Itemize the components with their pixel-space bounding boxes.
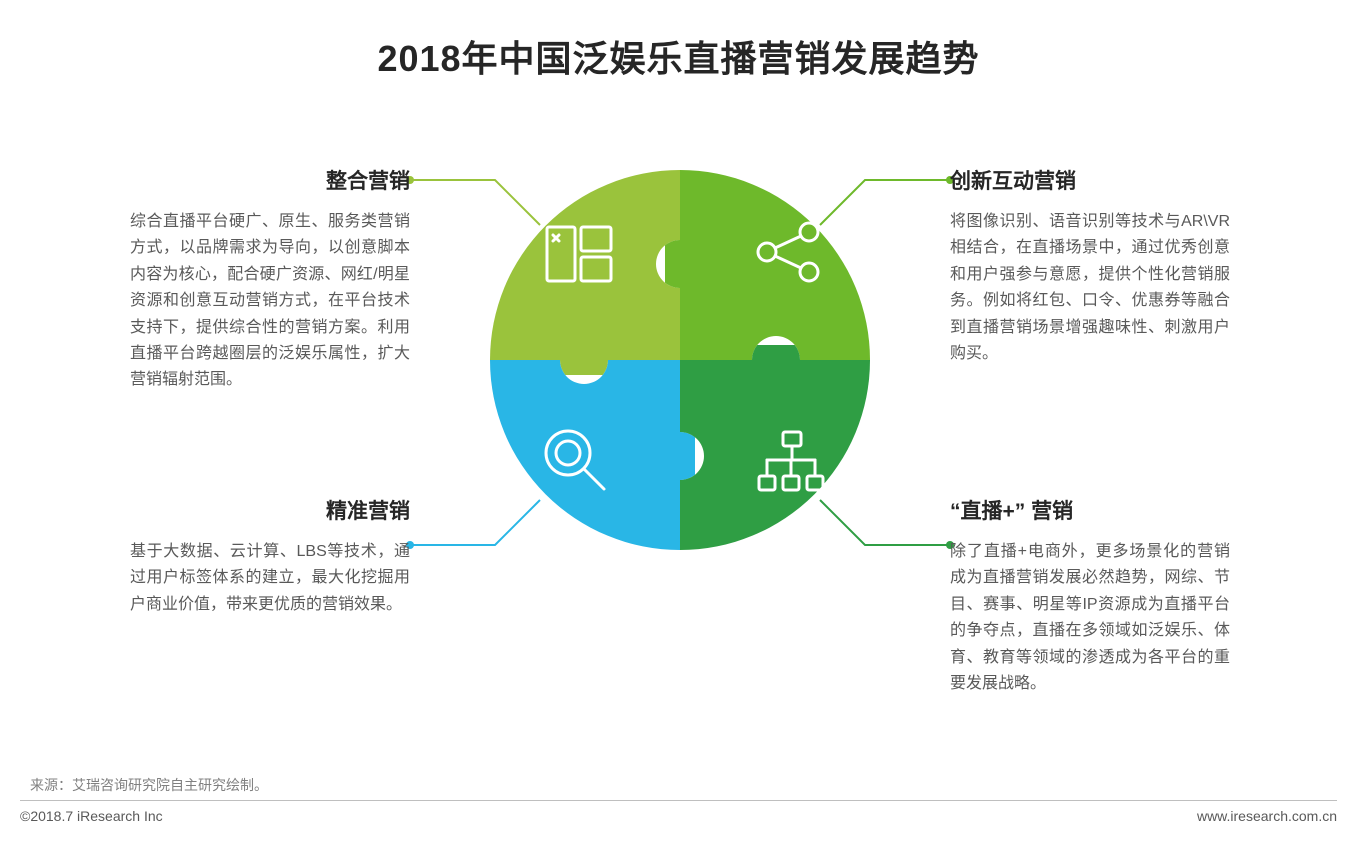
connector-bl: [405, 490, 545, 550]
sitemap-icon: [755, 430, 827, 494]
dashboard-icon: [545, 225, 613, 283]
connector-tl: [405, 175, 545, 235]
footer-divider: [20, 800, 1337, 801]
block-top-left: 整合营销 综合直播平台硬广、原生、服务类营销方式，以品牌需求为导向，以创意脚本内…: [130, 165, 410, 394]
block-br-body: 除了直播+电商外，更多场景化的营销成为直播营销发展必然趋势，网综、节目、赛事、明…: [950, 539, 1230, 697]
footer-url: www.iresearch.com.cn: [1197, 808, 1337, 824]
block-bl-title: 精准营销: [130, 495, 410, 525]
block-tr-body: 将图像识别、语音识别等技术与AR\VR相结合，在直播场景中，通过优秀创意和用户强…: [950, 209, 1230, 367]
block-bottom-left: 精准营销 基于大数据、云计算、LBS等技术，通过用户标签体系的建立，最大化挖掘用…: [130, 495, 410, 618]
connector-tr: [815, 175, 955, 235]
source-note: 来源：艾瑞咨询研究院自主研究绘制。: [30, 775, 268, 795]
puzzle-circle: [490, 170, 870, 550]
copyright-text: ©2018.7 iResearch Inc: [20, 808, 163, 824]
block-tl-title: 整合营销: [130, 165, 410, 195]
block-tl-body: 综合直播平台硬广、原生、服务类营销方式，以品牌需求为导向，以创意脚本内容为核心，…: [130, 209, 410, 394]
block-br-title: “直播+” 营销: [950, 495, 1230, 525]
block-top-right: 创新互动营销 将图像识别、语音识别等技术与AR\VR相结合，在直播场景中，通过优…: [950, 165, 1230, 367]
block-bl-body: 基于大数据、云计算、LBS等技术，通过用户标签体系的建立，最大化挖掘用户商业价值…: [130, 539, 410, 618]
connector-br: [815, 490, 955, 550]
block-tr-title: 创新互动营销: [950, 165, 1230, 195]
page-title: 2018年中国泛娱乐直播营销发展趋势: [0, 30, 1357, 82]
block-bottom-right: “直播+” 营销 除了直播+电商外，更多场景化的营销成为直播营销发展必然趋势，网…: [950, 495, 1230, 697]
magnifier-icon: [540, 425, 610, 495]
